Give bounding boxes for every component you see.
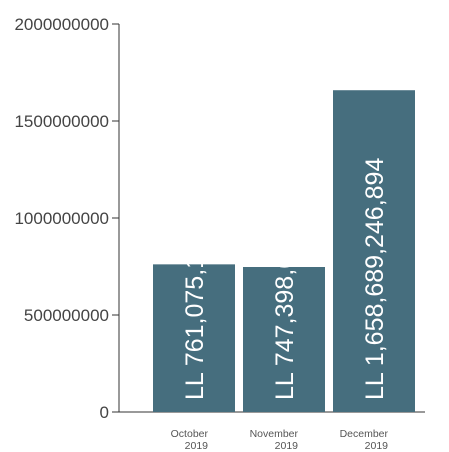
x-category-label: October <box>171 428 209 440</box>
data-labels: LL 761,075,103,429 LL 747,398,654,791 LL 1… <box>181 158 389 400</box>
bar <box>243 267 325 412</box>
bars <box>153 90 415 412</box>
x-category-label: 2019 <box>185 440 209 452</box>
x-category-label: December <box>340 428 389 440</box>
x-category-label: November <box>250 428 299 440</box>
bar-data-label: LL 761,075,103,429 <box>181 178 209 400</box>
bar <box>153 264 235 412</box>
bar <box>333 90 415 412</box>
y-tick-label: 1000000000 <box>14 209 109 228</box>
y-tick-label: 500000000 <box>24 306 109 325</box>
bar-data-label: LL 747,398,654,791 <box>271 178 299 400</box>
y-tick-label: 2000000000 <box>14 15 109 34</box>
bar-data-label: LL 1,658,689,246,894 <box>361 158 389 400</box>
y-axis: 0 500000000 1000000000 1500000000 2000000000 <box>14 15 425 422</box>
y-tick-label: 1500000000 <box>14 112 109 131</box>
x-category-label: 2019 <box>365 440 389 452</box>
x-category-label: 2019 <box>275 440 299 452</box>
y-tick-label: 0 <box>100 403 109 422</box>
